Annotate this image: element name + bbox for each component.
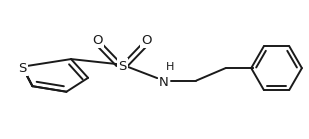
Text: S: S: [118, 60, 126, 73]
Text: O: O: [92, 34, 103, 47]
Text: N: N: [159, 76, 169, 89]
Text: S: S: [18, 62, 27, 75]
Text: O: O: [142, 34, 152, 47]
Text: H: H: [166, 62, 174, 72]
